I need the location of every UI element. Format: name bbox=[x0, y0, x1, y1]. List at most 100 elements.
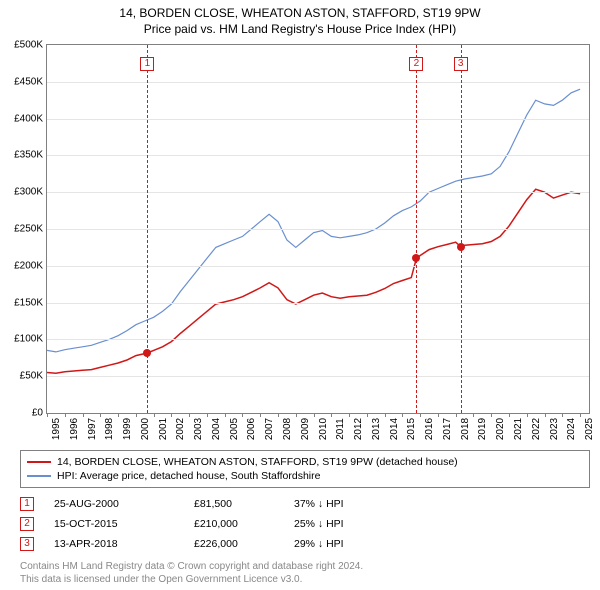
x-tick bbox=[83, 413, 84, 417]
sale-vline bbox=[416, 45, 417, 413]
y-axis-label: £0 bbox=[32, 408, 47, 419]
y-axis-label: £250K bbox=[14, 224, 47, 235]
x-tick bbox=[47, 413, 48, 417]
sale-number-box: 2 bbox=[20, 517, 34, 531]
x-axis-label: 1995 bbox=[47, 418, 62, 440]
x-axis-label: 2008 bbox=[278, 418, 293, 440]
sale-date: 25-AUG-2000 bbox=[54, 498, 174, 510]
x-axis-label: 1999 bbox=[118, 418, 133, 440]
series-hpi bbox=[47, 89, 580, 352]
y-gridline bbox=[47, 229, 589, 230]
x-tick bbox=[207, 413, 208, 417]
x-axis-label: 2010 bbox=[314, 418, 329, 440]
y-gridline bbox=[47, 303, 589, 304]
x-tick bbox=[385, 413, 386, 417]
x-tick bbox=[225, 413, 226, 417]
y-gridline bbox=[47, 339, 589, 340]
x-axis-label: 2001 bbox=[154, 418, 169, 440]
x-tick bbox=[456, 413, 457, 417]
x-tick bbox=[242, 413, 243, 417]
footer-attribution: Contains HM Land Registry data © Crown c… bbox=[20, 560, 590, 586]
x-tick bbox=[278, 413, 279, 417]
x-tick bbox=[171, 413, 172, 417]
x-axis-label: 2009 bbox=[296, 418, 311, 440]
sale-vline bbox=[461, 45, 462, 413]
x-tick bbox=[118, 413, 119, 417]
x-axis-label: 2003 bbox=[189, 418, 204, 440]
footer-line-2: This data is licensed under the Open Gov… bbox=[20, 573, 590, 586]
sale-dot bbox=[143, 349, 151, 357]
sale-marker-box: 3 bbox=[454, 57, 468, 71]
sale-diff: 29% ↓ HPI bbox=[294, 538, 394, 550]
x-axis-label: 2021 bbox=[509, 418, 524, 440]
x-axis-label: 2019 bbox=[473, 418, 488, 440]
y-gridline bbox=[47, 192, 589, 193]
x-axis-label: 2024 bbox=[562, 418, 577, 440]
y-gridline bbox=[47, 266, 589, 267]
x-axis-label: 2023 bbox=[545, 418, 560, 440]
legend-row: HPI: Average price, detached house, Sout… bbox=[27, 469, 583, 483]
x-tick bbox=[349, 413, 350, 417]
x-tick bbox=[473, 413, 474, 417]
sale-diff: 25% ↓ HPI bbox=[294, 518, 394, 530]
x-axis-label: 2022 bbox=[527, 418, 542, 440]
sale-number-box: 1 bbox=[20, 497, 34, 511]
x-tick bbox=[527, 413, 528, 417]
legend-row: 14, BORDEN CLOSE, WHEATON ASTON, STAFFOR… bbox=[27, 455, 583, 469]
x-tick bbox=[562, 413, 563, 417]
title-line-2: Price paid vs. HM Land Registry's House … bbox=[0, 22, 600, 36]
y-axis-label: £350K bbox=[14, 150, 47, 161]
sale-date: 13-APR-2018 bbox=[54, 538, 174, 550]
x-axis-label: 2015 bbox=[402, 418, 417, 440]
x-tick bbox=[491, 413, 492, 417]
y-axis-label: £100K bbox=[14, 334, 47, 345]
x-axis-label: 1998 bbox=[100, 418, 115, 440]
x-tick bbox=[100, 413, 101, 417]
y-gridline bbox=[47, 82, 589, 83]
y-axis-label: £300K bbox=[14, 187, 47, 198]
sale-price: £81,500 bbox=[194, 498, 274, 510]
sale-dot bbox=[412, 254, 420, 262]
x-axis-label: 1996 bbox=[65, 418, 80, 440]
sale-marker-box: 1 bbox=[140, 57, 154, 71]
x-axis-label: 2014 bbox=[385, 418, 400, 440]
x-axis-label: 2017 bbox=[438, 418, 453, 440]
x-tick bbox=[509, 413, 510, 417]
sales-table: 125-AUG-2000£81,50037% ↓ HPI215-OCT-2015… bbox=[20, 494, 590, 554]
x-tick bbox=[189, 413, 190, 417]
x-axis-label: 2025 bbox=[580, 418, 595, 440]
footer-line-1: Contains HM Land Registry data © Crown c… bbox=[20, 560, 590, 573]
series-property bbox=[47, 189, 580, 373]
y-gridline bbox=[47, 155, 589, 156]
x-axis-label: 2018 bbox=[456, 418, 471, 440]
x-tick bbox=[260, 413, 261, 417]
legend-swatch bbox=[27, 475, 51, 477]
x-axis-label: 2016 bbox=[420, 418, 435, 440]
x-axis-label: 2006 bbox=[242, 418, 257, 440]
y-axis-label: £200K bbox=[14, 260, 47, 271]
x-tick bbox=[420, 413, 421, 417]
x-tick bbox=[580, 413, 581, 417]
x-tick bbox=[65, 413, 66, 417]
y-axis-label: £50K bbox=[20, 371, 47, 382]
y-axis-label: £500K bbox=[14, 40, 47, 51]
sale-marker-box: 2 bbox=[409, 57, 423, 71]
x-axis-label: 2013 bbox=[367, 418, 382, 440]
y-gridline bbox=[47, 376, 589, 377]
sale-number-box: 3 bbox=[20, 537, 34, 551]
x-tick bbox=[296, 413, 297, 417]
sale-date: 15-OCT-2015 bbox=[54, 518, 174, 530]
y-axis-label: £400K bbox=[14, 113, 47, 124]
x-axis-label: 2020 bbox=[491, 418, 506, 440]
x-axis-label: 2011 bbox=[331, 418, 346, 440]
x-axis-label: 1997 bbox=[83, 418, 98, 440]
sale-row: 313-APR-2018£226,00029% ↓ HPI bbox=[20, 534, 590, 554]
y-axis-label: £450K bbox=[14, 76, 47, 87]
x-tick bbox=[545, 413, 546, 417]
x-tick bbox=[136, 413, 137, 417]
chart-plot-area: £0£50K£100K£150K£200K£250K£300K£350K£400… bbox=[46, 44, 590, 414]
x-tick bbox=[331, 413, 332, 417]
x-axis-label: 2000 bbox=[136, 418, 151, 440]
x-tick bbox=[154, 413, 155, 417]
x-tick bbox=[402, 413, 403, 417]
